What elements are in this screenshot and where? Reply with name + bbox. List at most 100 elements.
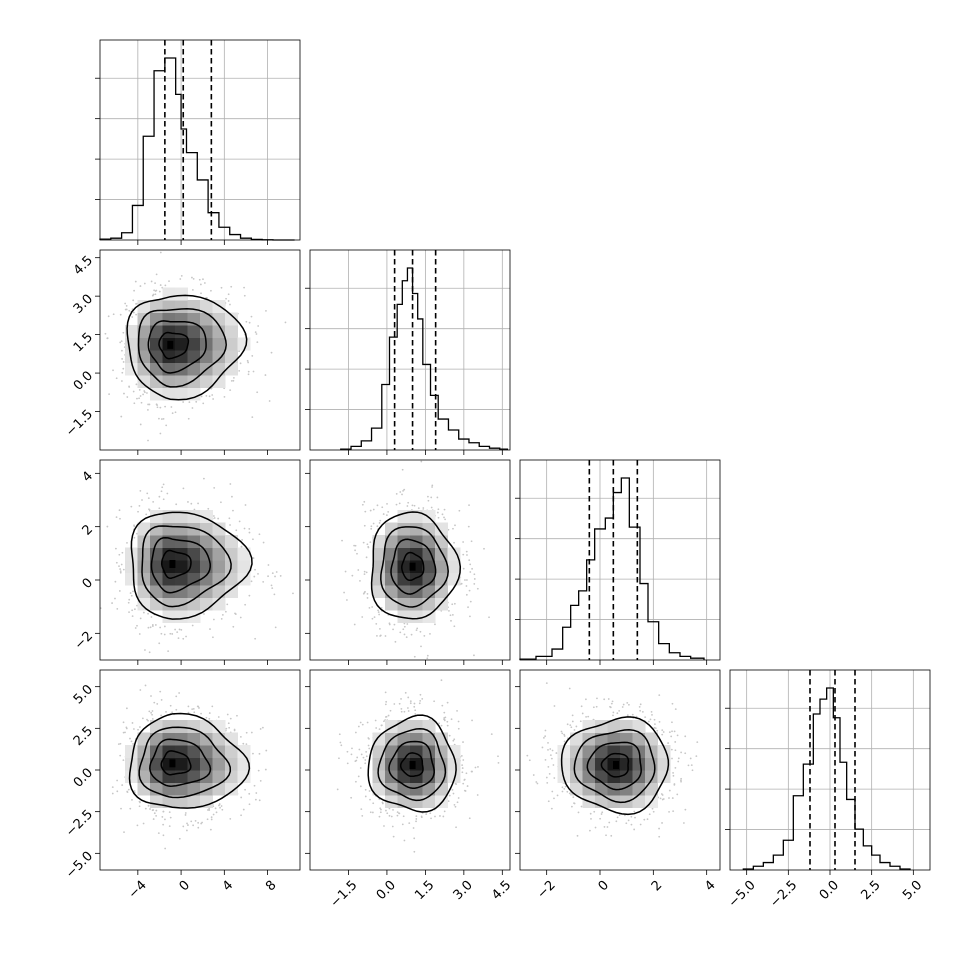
scatter-point — [128, 386, 131, 388]
scatter-point — [220, 286, 223, 289]
scatter-point — [599, 817, 602, 820]
scatter-point — [610, 834, 613, 837]
scatter-point — [241, 539, 244, 541]
scatter-point — [461, 764, 464, 767]
scatter-point — [153, 289, 156, 292]
scatter-point — [254, 798, 257, 801]
scatter-point — [139, 726, 141, 728]
scatter-point — [580, 805, 583, 808]
scatter-point — [118, 590, 121, 592]
scatter-point — [121, 358, 124, 360]
scatter-point — [159, 690, 162, 693]
scatter-point — [125, 726, 128, 729]
scatter-point — [131, 615, 134, 617]
density-cell — [397, 770, 411, 783]
hist-frame-2 — [519, 459, 721, 661]
density-cell — [137, 325, 151, 338]
scatter-frame — [99, 249, 301, 451]
scatter-point — [271, 587, 274, 589]
scatter-point — [143, 282, 146, 285]
hist-frame-1 — [309, 249, 511, 451]
density-cell — [212, 585, 226, 598]
scatter-point — [358, 748, 361, 751]
scatter-point — [156, 404, 159, 406]
scatter-point — [468, 504, 470, 506]
scatter-point — [672, 772, 674, 774]
scatter-point — [362, 541, 365, 544]
scatter-point — [253, 575, 256, 578]
density-cell — [175, 795, 188, 808]
scatter-point — [648, 813, 651, 816]
scatter-point — [659, 797, 662, 800]
scatter-point — [125, 727, 128, 730]
scatter-point — [651, 713, 653, 716]
hist-frame-3 — [729, 669, 931, 871]
histogram-panel-1 — [305, 249, 511, 455]
scatter-point — [415, 820, 417, 823]
scatter-point — [458, 509, 461, 512]
scatter-point — [161, 816, 164, 818]
scatter-point — [161, 486, 164, 489]
density-cell — [225, 585, 238, 598]
density-cell — [175, 312, 188, 326]
scatter-point — [372, 802, 375, 805]
scatter-point — [338, 757, 340, 760]
scatter-point — [354, 760, 357, 763]
scatter-point — [668, 789, 671, 792]
scatter-point — [630, 823, 633, 826]
scatter-point — [684, 735, 687, 738]
scatter-point — [419, 630, 422, 633]
scatter-point — [677, 760, 680, 763]
scatter-point — [248, 594, 251, 597]
scatter-points — [104, 251, 287, 442]
scatter-point — [133, 790, 136, 792]
density-cell — [162, 535, 176, 548]
scatter-point — [585, 698, 587, 701]
density-cell — [150, 585, 163, 598]
density-cell — [385, 782, 398, 796]
density-cell — [225, 757, 238, 771]
scatter-point — [359, 721, 362, 724]
scatter-point — [403, 488, 406, 491]
scatter-point — [395, 492, 398, 495]
scatter-point — [441, 704, 444, 707]
scatter-point — [610, 702, 613, 705]
scatter-point — [159, 406, 162, 409]
scatter-point — [439, 815, 441, 817]
scatter-point — [243, 294, 246, 297]
scatter-point — [650, 711, 653, 713]
y-tick-label: 2 — [80, 522, 96, 538]
scatter-point — [467, 606, 469, 609]
scatter-point — [419, 699, 422, 702]
scatter-point — [443, 719, 446, 721]
scatter-point — [361, 503, 364, 506]
scatter-point — [178, 692, 181, 694]
scatter-point — [362, 592, 365, 595]
density-cell — [632, 732, 646, 746]
scatter-point — [634, 816, 636, 819]
scatter-point — [213, 486, 216, 489]
scatter-point — [473, 654, 475, 657]
scatter-point — [606, 826, 609, 828]
scatter-point — [168, 825, 171, 828]
scatter-point — [673, 783, 676, 785]
scatter-point — [561, 732, 564, 735]
histogram-0 — [99, 57, 295, 241]
scatter-point — [139, 423, 142, 426]
scatter-point — [248, 803, 251, 806]
scatter-point — [120, 340, 123, 342]
scatter-point — [232, 379, 235, 382]
x-tick-label: 0.0 — [817, 878, 842, 903]
scatter-point — [625, 822, 628, 825]
density-cell — [187, 362, 201, 376]
scatter-point — [426, 657, 429, 660]
scatter-point — [132, 311, 135, 314]
scatter-point — [187, 501, 189, 503]
scatter-point — [413, 655, 416, 658]
density-cell — [372, 585, 386, 598]
scatter-point — [138, 504, 141, 507]
scatter-point — [365, 571, 368, 574]
density-cell — [212, 547, 226, 561]
scatter-point — [145, 513, 148, 516]
scatter-point — [106, 337, 109, 340]
